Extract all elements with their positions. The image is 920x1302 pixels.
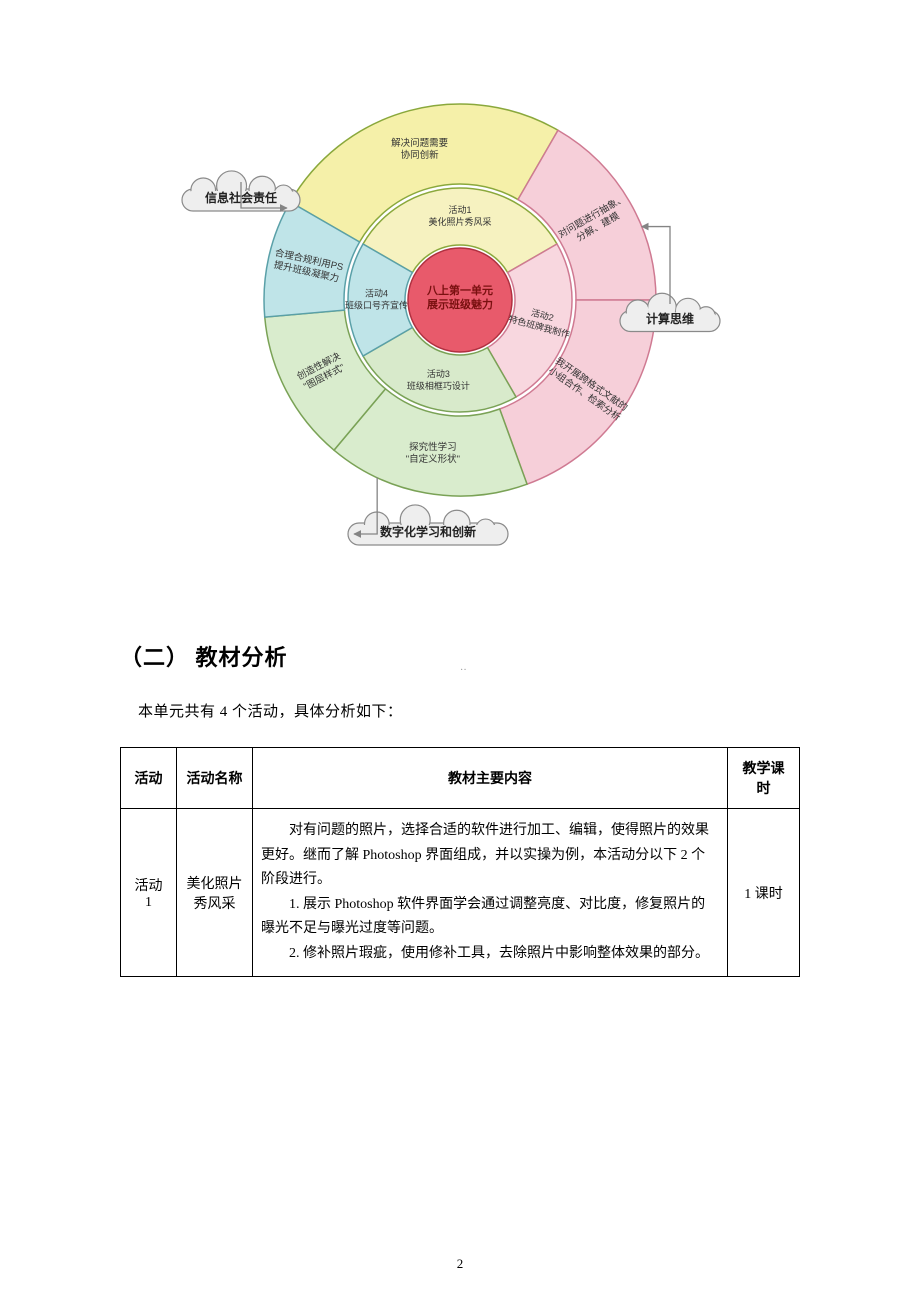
svg-text:展示班级魅力: 展示班级魅力 [426,297,493,311]
cell-name: 美化照片秀风采 [177,809,253,977]
svg-text:活动1: 活动1 [448,204,471,215]
intro-text: 本单元共有 4 个活动，具体分析如下： [138,700,800,721]
cell-content: 对有问题的照片，选择合适的软件进行加工、编辑，使得照片的效果更好。继而了解 Ph… [253,809,728,977]
cell-hours: 1 课时 [728,809,800,977]
svg-text:活动3: 活动3 [427,368,450,379]
svg-text:协同创新: 协同创新 [401,149,440,161]
svg-text:探究性学习: 探究性学习 [409,441,457,453]
concept-diagram: 解决问题需要协同创新对问题进行抽象、分解、建模我开展跨格式文献的小组合作、检索分… [180,50,740,570]
svg-text:解决问题需要: 解决问题需要 [391,137,448,149]
col-content: 教材主要内容 [253,748,728,809]
svg-text:计算思维: 计算思维 [646,311,694,326]
svg-text:美化照片秀风采: 美化照片秀风采 [428,216,491,227]
table-header-row: 活动 活动名称 教材主要内容 教学课时 [121,748,800,809]
activity-table: 活动 活动名称 教材主要内容 教学课时 活动1美化照片秀风采对有问题的照片，选择… [120,747,800,977]
svg-text:八上第一单元: 八上第一单元 [426,283,493,297]
col-activity: 活动 [121,748,177,809]
svg-text:活动4: 活动4 [365,287,388,298]
table-body: 活动1美化照片秀风采对有问题的照片，选择合适的软件进行加工、编辑，使得照片的效果… [121,809,800,977]
svg-text:数字化学习和创新: 数字化学习和创新 [380,524,476,539]
diagram-svg: 解决问题需要协同创新对问题进行抽象、分解、建模我开展跨格式文献的小组合作、检索分… [180,50,740,570]
svg-text:班级相框巧设计: 班级相框巧设计 [407,380,470,391]
svg-text:班级口号齐宣传: 班级口号齐宣传 [345,299,408,310]
page-number: 2 [0,1256,920,1272]
col-hours: 教学课时 [728,748,800,809]
page-mark: ·· [460,665,467,676]
svg-text:"自定义形状": "自定义形状" [406,453,460,465]
cell-activity: 活动1 [121,809,177,977]
col-name: 活动名称 [177,748,253,809]
table-row: 活动1美化照片秀风采对有问题的照片，选择合适的软件进行加工、编辑，使得照片的效果… [121,809,800,977]
